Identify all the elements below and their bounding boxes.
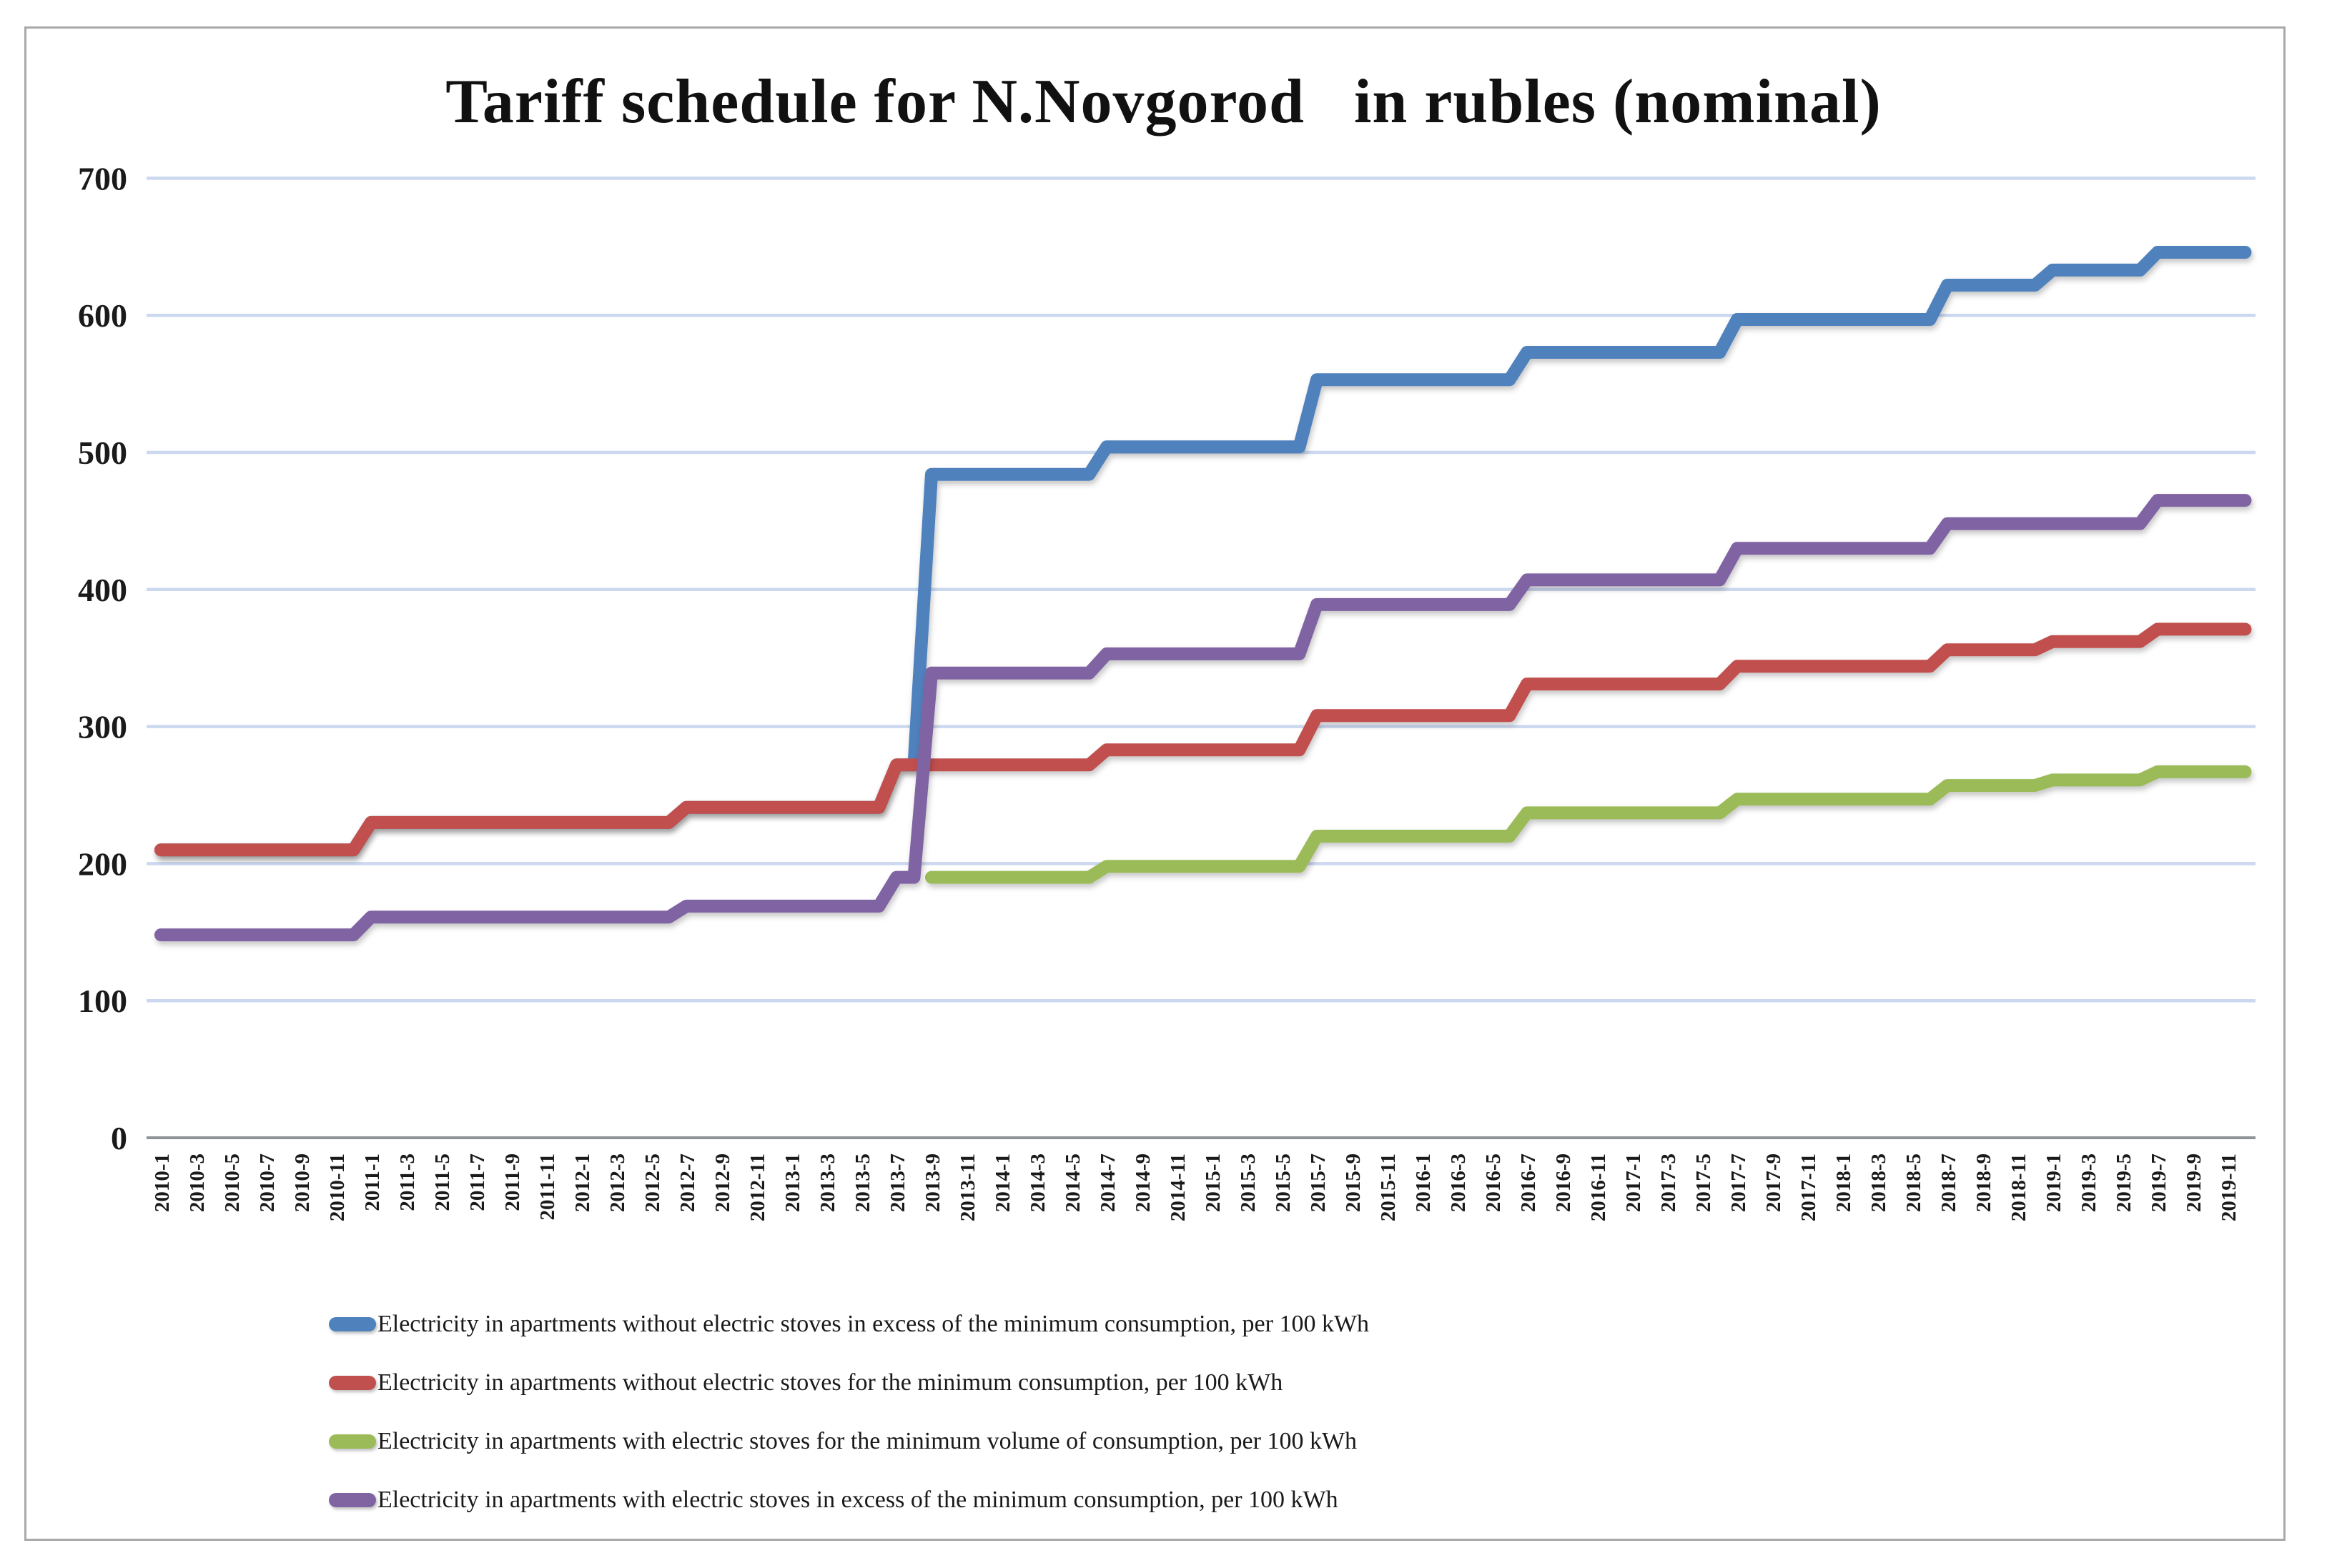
legend-swatch-icon (329, 1493, 376, 1507)
x-tick-label-2017-1: 2017-1 (1622, 1153, 1645, 1212)
x-tick-label-2012-3: 2012-3 (606, 1153, 629, 1212)
x-tick-label-2017-5: 2017-5 (1692, 1153, 1715, 1212)
x-tick-label-2018-5: 2018-5 (1902, 1153, 1925, 1212)
x-tick-label-2010-9: 2010-9 (291, 1153, 314, 1212)
x-tick-label-2013-3: 2013-3 (816, 1153, 839, 1212)
chart-frame (24, 26, 2286, 1541)
x-tick-label-2012-9: 2012-9 (711, 1153, 734, 1212)
x-tick-label-2019-9: 2019-9 (2183, 1153, 2205, 1212)
x-tick-label-2019-5: 2019-5 (2113, 1153, 2135, 1212)
x-tick-label-2013-11: 2013-11 (957, 1153, 979, 1221)
x-tick-label-2015-7: 2015-7 (1307, 1153, 1330, 1212)
x-tick-label-2016-7: 2016-7 (1517, 1153, 1540, 1212)
legend-item: Electricity in apartments with electric … (329, 1471, 1369, 1529)
x-tick-label-2018-11: 2018-11 (2007, 1153, 2030, 1221)
x-tick-label-2019-1: 2019-1 (2042, 1153, 2065, 1212)
x-tick-label-2011-3: 2011-3 (396, 1153, 419, 1211)
legend-swatch-icon (329, 1434, 376, 1449)
legend-swatch-icon (329, 1376, 376, 1390)
x-tick-label-2014-9: 2014-9 (1132, 1153, 1155, 1212)
x-tick-label-2015-9: 2015-9 (1342, 1153, 1365, 1212)
x-tick-label-2010-7: 2010-7 (256, 1153, 279, 1212)
legend-item: Electricity in apartments with electric … (329, 1412, 1369, 1471)
series-line-1 (154, 622, 2252, 857)
chart-title: Tariff schedule for N.Novgorod in rubles… (445, 67, 1882, 137)
series-line-3 (154, 494, 2252, 942)
x-tick-label-2011-11: 2011-11 (536, 1153, 559, 1220)
legend-label: Electricity in apartments without electr… (377, 1369, 1283, 1396)
x-tick-label-2016-3: 2016-3 (1447, 1153, 1470, 1212)
x-tick-label-2013-1: 2013-1 (781, 1153, 804, 1212)
x-tick-label-2018-9: 2018-9 (1972, 1153, 1995, 1212)
x-tick-label-2017-11: 2017-11 (1797, 1153, 1820, 1221)
legend-label: Electricity in apartments without electr… (377, 1311, 1370, 1337)
y-axis-labels: 700 600 500 400 300 200 100 0 (78, 160, 127, 1156)
x-tick-label-2018-1: 2018-1 (1832, 1153, 1855, 1212)
x-tick-label-2014-5: 2014-5 (1062, 1153, 1085, 1212)
x-tick-label-2017-9: 2017-9 (1762, 1153, 1785, 1212)
x-tick-label-2015-3: 2015-3 (1237, 1153, 1260, 1212)
x-tick-label-2012-11: 2012-11 (746, 1153, 769, 1221)
x-tick-label-2013-7: 2013-7 (886, 1153, 909, 1212)
x-tick-label-2019-11: 2019-11 (2218, 1153, 2240, 1221)
x-tick-label-2011-1: 2011-1 (361, 1153, 384, 1211)
legend-label: Electricity in apartments with electric … (377, 1428, 1358, 1454)
y-tick-label-700: 700 (78, 160, 127, 197)
x-tick-label-2010-11: 2010-11 (326, 1153, 349, 1221)
x-tick-label-2014-11: 2014-11 (1167, 1153, 1190, 1221)
x-tick-label-2010-3: 2010-3 (186, 1153, 209, 1212)
x-axis-labels: 2010-1 2010-3 2010-5 2010-7 2010-9 2010-11 201… (151, 1153, 2240, 1221)
y-tick-label-200: 200 (78, 845, 127, 882)
x-tick-label-2010-1: 2010-1 (151, 1153, 174, 1212)
x-tick-label-2017-7: 2017-7 (1727, 1153, 1750, 1212)
x-tick-label-2016-9: 2016-9 (1552, 1153, 1575, 1212)
x-tick-label-2015-1: 2015-1 (1202, 1153, 1225, 1212)
y-tick-label-600: 600 (78, 297, 127, 334)
x-tick-label-2014-7: 2014-7 (1097, 1153, 1120, 1212)
x-tick-label-2016-1: 2016-1 (1412, 1153, 1435, 1212)
x-tick-label-2015-5: 2015-5 (1272, 1153, 1295, 1212)
legend-item: Electricity in apartments without electr… (329, 1295, 1369, 1354)
x-tick-label-2012-5: 2012-5 (641, 1153, 664, 1212)
y-tick-label-400: 400 (78, 572, 127, 608)
x-tick-label-2018-3: 2018-3 (1867, 1153, 1890, 1212)
x-tick-label-2011-5: 2011-5 (431, 1153, 454, 1211)
x-tick-label-2016-11: 2016-11 (1587, 1153, 1610, 1221)
x-tick-label-2016-5: 2016-5 (1482, 1153, 1505, 1212)
x-tick-label-2013-9: 2013-9 (922, 1153, 944, 1212)
x-tick-label-2012-7: 2012-7 (676, 1153, 699, 1212)
legend-item: Electricity in apartments without electr… (329, 1354, 1369, 1412)
x-tick-label-2010-5: 2010-5 (221, 1153, 244, 1212)
x-tick-label-2019-3: 2019-3 (2077, 1153, 2100, 1212)
legend: Electricity in apartments without electr… (329, 1295, 1369, 1529)
legend-swatch-icon (329, 1317, 376, 1331)
y-tick-label-300: 300 (78, 709, 127, 745)
x-tick-label-2013-5: 2013-5 (851, 1153, 874, 1212)
x-tick-label-2018-7: 2018-7 (1937, 1153, 1960, 1212)
x-tick-label-2011-7: 2011-7 (466, 1153, 489, 1211)
x-tick-label-2017-3: 2017-3 (1657, 1153, 1680, 1212)
x-tick-label-2011-9: 2011-9 (501, 1153, 524, 1211)
x-tick-label-2015-11: 2015-11 (1377, 1153, 1400, 1221)
y-tick-label-100: 100 (78, 983, 127, 1019)
series-lines (154, 246, 2252, 942)
y-tick-label-0: 0 (111, 1120, 127, 1156)
x-tick-label-2012-1: 2012-1 (571, 1153, 594, 1212)
legend-label: Electricity in apartments with electric … (377, 1487, 1338, 1513)
series-line-2 (925, 765, 2252, 884)
y-tick-label-500: 500 (78, 435, 127, 471)
x-tick-label-2019-7: 2019-7 (2148, 1153, 2170, 1212)
x-tick-label-2014-1: 2014-1 (992, 1153, 1014, 1212)
x-tick-label-2014-3: 2014-3 (1027, 1153, 1049, 1212)
